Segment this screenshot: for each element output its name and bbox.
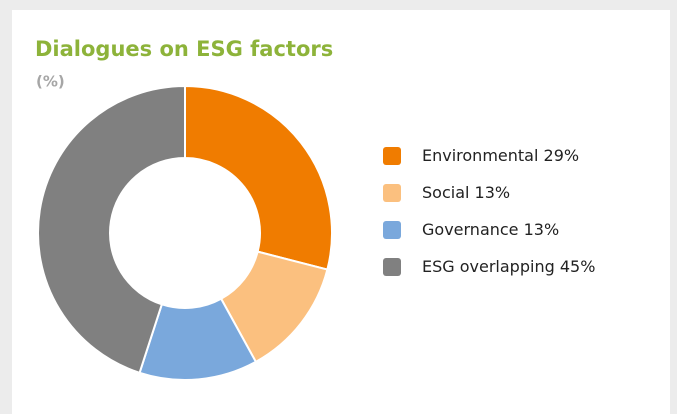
legend-value: 13% [524, 220, 560, 239]
legend-swatch [383, 258, 401, 276]
donut-segment [184, 84, 333, 271]
legend-swatch [383, 221, 401, 239]
legend-label: Social 13% [422, 183, 510, 202]
legend-value: 13% [475, 183, 511, 202]
legend-label: ESG overlapping 45% [422, 257, 595, 276]
legend-swatch [383, 147, 401, 165]
donut-segment [37, 84, 186, 375]
legend-label: Environmental 29% [422, 146, 579, 165]
legend-name: ESG overlapping [422, 257, 555, 276]
legend-label: Governance 13% [422, 220, 559, 239]
legend-name: Social [422, 183, 469, 202]
legend-value: 29% [544, 146, 580, 165]
chart-subtitle: (%) [36, 73, 65, 91]
chart-title: Dialogues on ESG factors [35, 37, 333, 61]
legend-name: Governance [422, 220, 519, 239]
legend-swatch [383, 184, 401, 202]
legend-value: 45% [560, 257, 596, 276]
legend-name: Environmental [422, 146, 538, 165]
